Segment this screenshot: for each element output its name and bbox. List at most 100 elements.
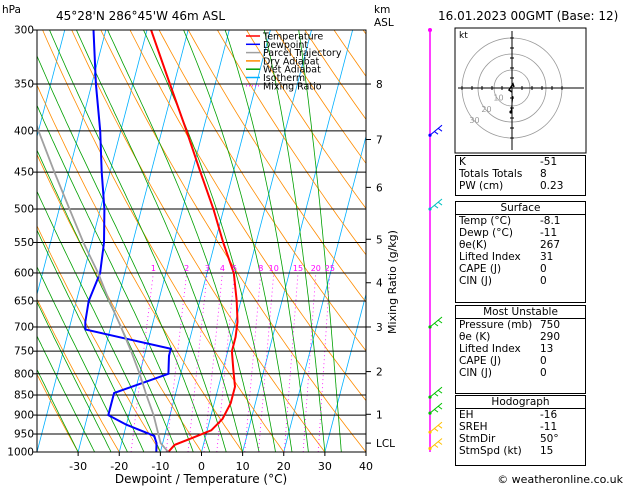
pressure-tick-label: 350 [14,79,34,91]
hodograph-table-title: Hodograph [491,396,550,408]
height-tick-label: 1 [376,409,383,421]
index-label: Lifted Index [459,343,521,355]
isotherm-line [201,30,312,452]
pressure-tick-label: 800 [14,368,34,380]
temperature-tick-label: -10 [151,460,169,473]
isotherm-line [37,30,107,296]
mixing-ratio-line [203,272,223,452]
pressure-tick-label: 1000 [7,447,34,459]
index-value: -8.1 [540,215,561,227]
index-label: SREH [459,421,488,433]
isotherm-line [159,30,271,452]
hodograph-trace [507,82,515,93]
most-unstable-panel: Most Unstable Pressure (mb) 750 θe (K) 290 L… [455,305,586,394]
dry-adiabat-line [275,30,366,165]
pressure-tick-label: 950 [14,429,34,441]
wind-top-marker [428,28,432,32]
wind-barb [429,386,443,398]
location-title: 45°28'N 286°45'W 46m ASL [56,9,225,23]
pressure-tick-label: 400 [14,125,34,137]
height-tick-label: 2 [376,367,383,379]
index-label: StmDir [459,433,496,445]
legend-label: Parcel Trajectory [263,48,342,59]
index-label: StmSpd (kt) [459,445,522,457]
dry-adiabat-line [37,373,79,452]
index-value: 267 [540,239,561,251]
wind-barb [429,198,443,210]
index-value: 750 [540,319,561,331]
hpa-unit-label: hPa [2,4,21,16]
temperature-tick-label: 20 [277,460,291,473]
index-label: CAPE (J) [459,263,502,275]
wind-barb-column [428,28,443,452]
most-unstable-table: Pressure (mb) 750 θe (K) 290 Lifted Index 13 C… [456,318,585,379]
table-row: Pressure (mb) 750 [456,319,585,332]
table-row: CIN (J) 0 [456,275,585,287]
index-label: CAPE (J) [459,355,502,367]
index-value: 0 [540,275,547,287]
wet-adiabat-line [37,335,95,452]
index-label: PW (cm) [459,180,504,192]
dry-adiabat-line [246,30,366,210]
temperature-tick-label: 30 [318,460,332,473]
index-value: 13 [540,343,554,355]
temperature-tick-label: -30 [69,460,87,473]
wet-adiabat-line [37,368,79,452]
height-tick-label: 4 [376,278,383,290]
x-axis-label: Dewpoint / Temperature (°C) [115,472,287,486]
mixing-ratio-label: 10 [269,264,279,273]
mixing-ratio-axis-label: Mixing Ratio (g/kg) [386,230,399,334]
table-row: θe(K) 267 [456,239,585,251]
dry-adiabat-line [217,30,366,256]
pressure-tick-label: 700 [14,321,34,333]
index-value: 0 [540,367,547,379]
temperature-tick-label: 0 [198,460,205,473]
temperature-tick-label: 10 [236,460,250,473]
index-label: Lifted Index [459,251,521,263]
wind-barb [429,124,443,136]
index-value: 8 [540,168,547,180]
hodograph-unit-label: kt [459,31,468,41]
height-tick-label: 7 [376,134,383,146]
table-row: CIN (J) 0 [456,367,585,379]
index-label: θe(K) [459,239,487,251]
pressure-tick-label: 550 [14,237,34,249]
mixing-ratio-label: 5 [232,264,237,273]
table-row: StmDir 50° [456,433,585,445]
series-parcel-trajectory [37,123,169,452]
pressure-tick-label: 500 [14,204,34,216]
copyright-text: © weatheronline.co.uk [497,473,623,486]
height-tick-label: 5 [376,234,383,246]
most-unstable-title: Most Unstable [483,306,558,318]
height-tick-label: 8 [376,79,383,91]
isotherm-line [37,30,148,452]
height-tick-label: LCL [376,438,395,450]
dry-adiabat-line [158,30,366,352]
series-dewpoint [84,30,173,452]
wind-barb [429,316,443,328]
table-row: K -51 [456,156,585,168]
index-label: EH [459,409,474,421]
height-tick-label: 6 [376,182,383,194]
height-axis: 8 7 6 5 4 3 2 1 LCL [366,79,395,450]
table-row: StmSpd (kt) 15 [456,445,585,457]
mixing-ratio-label: 15 [293,264,303,273]
table-row: Lifted Index 31 [456,251,585,263]
hodograph-table: EH -16 SREH -11 StmDir 50° StmSpd (kt) 15 [456,408,585,457]
pressure-tick-label: 300 [14,25,34,37]
mixing-ratio-label: 20 [311,264,321,273]
hodograph-frame [454,27,587,154]
temperature-axis: -30 -20 -10 0 10 20 30 40 [69,452,373,473]
hodograph-ring-label: 20 [481,105,491,114]
isotherm-line [324,292,366,452]
table-row: EH -16 [456,409,585,422]
mixing-ratio-label: 25 [325,264,335,273]
wet-adiabat-line [224,30,309,452]
pressure-tick-label: 850 [14,390,34,402]
index-label: Pressure (mb) [459,319,533,331]
table-row: Lifted Index 13 [456,343,585,355]
series-temperature [150,30,239,452]
table-row: Totals Totals 8 [456,168,585,180]
